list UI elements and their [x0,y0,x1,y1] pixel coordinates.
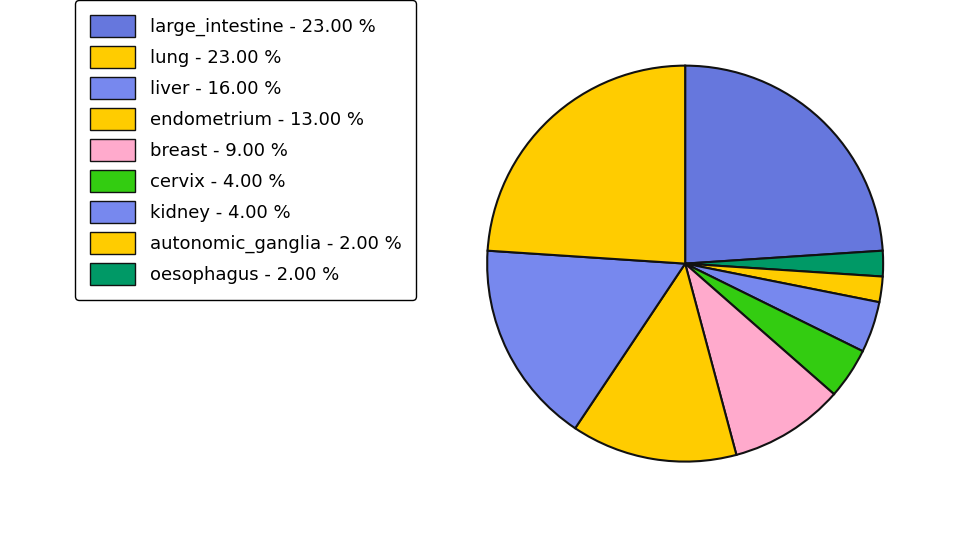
Wedge shape [685,66,883,264]
Wedge shape [685,264,834,455]
Wedge shape [575,264,736,462]
Wedge shape [685,264,863,394]
Wedge shape [487,66,685,264]
Wedge shape [685,264,883,302]
Wedge shape [487,251,685,428]
Wedge shape [685,251,883,277]
Wedge shape [685,264,879,351]
Legend: large_intestine - 23.00 %, lung - 23.00 %, liver - 16.00 %, endometrium - 13.00 : large_intestine - 23.00 %, lung - 23.00 … [75,1,416,300]
